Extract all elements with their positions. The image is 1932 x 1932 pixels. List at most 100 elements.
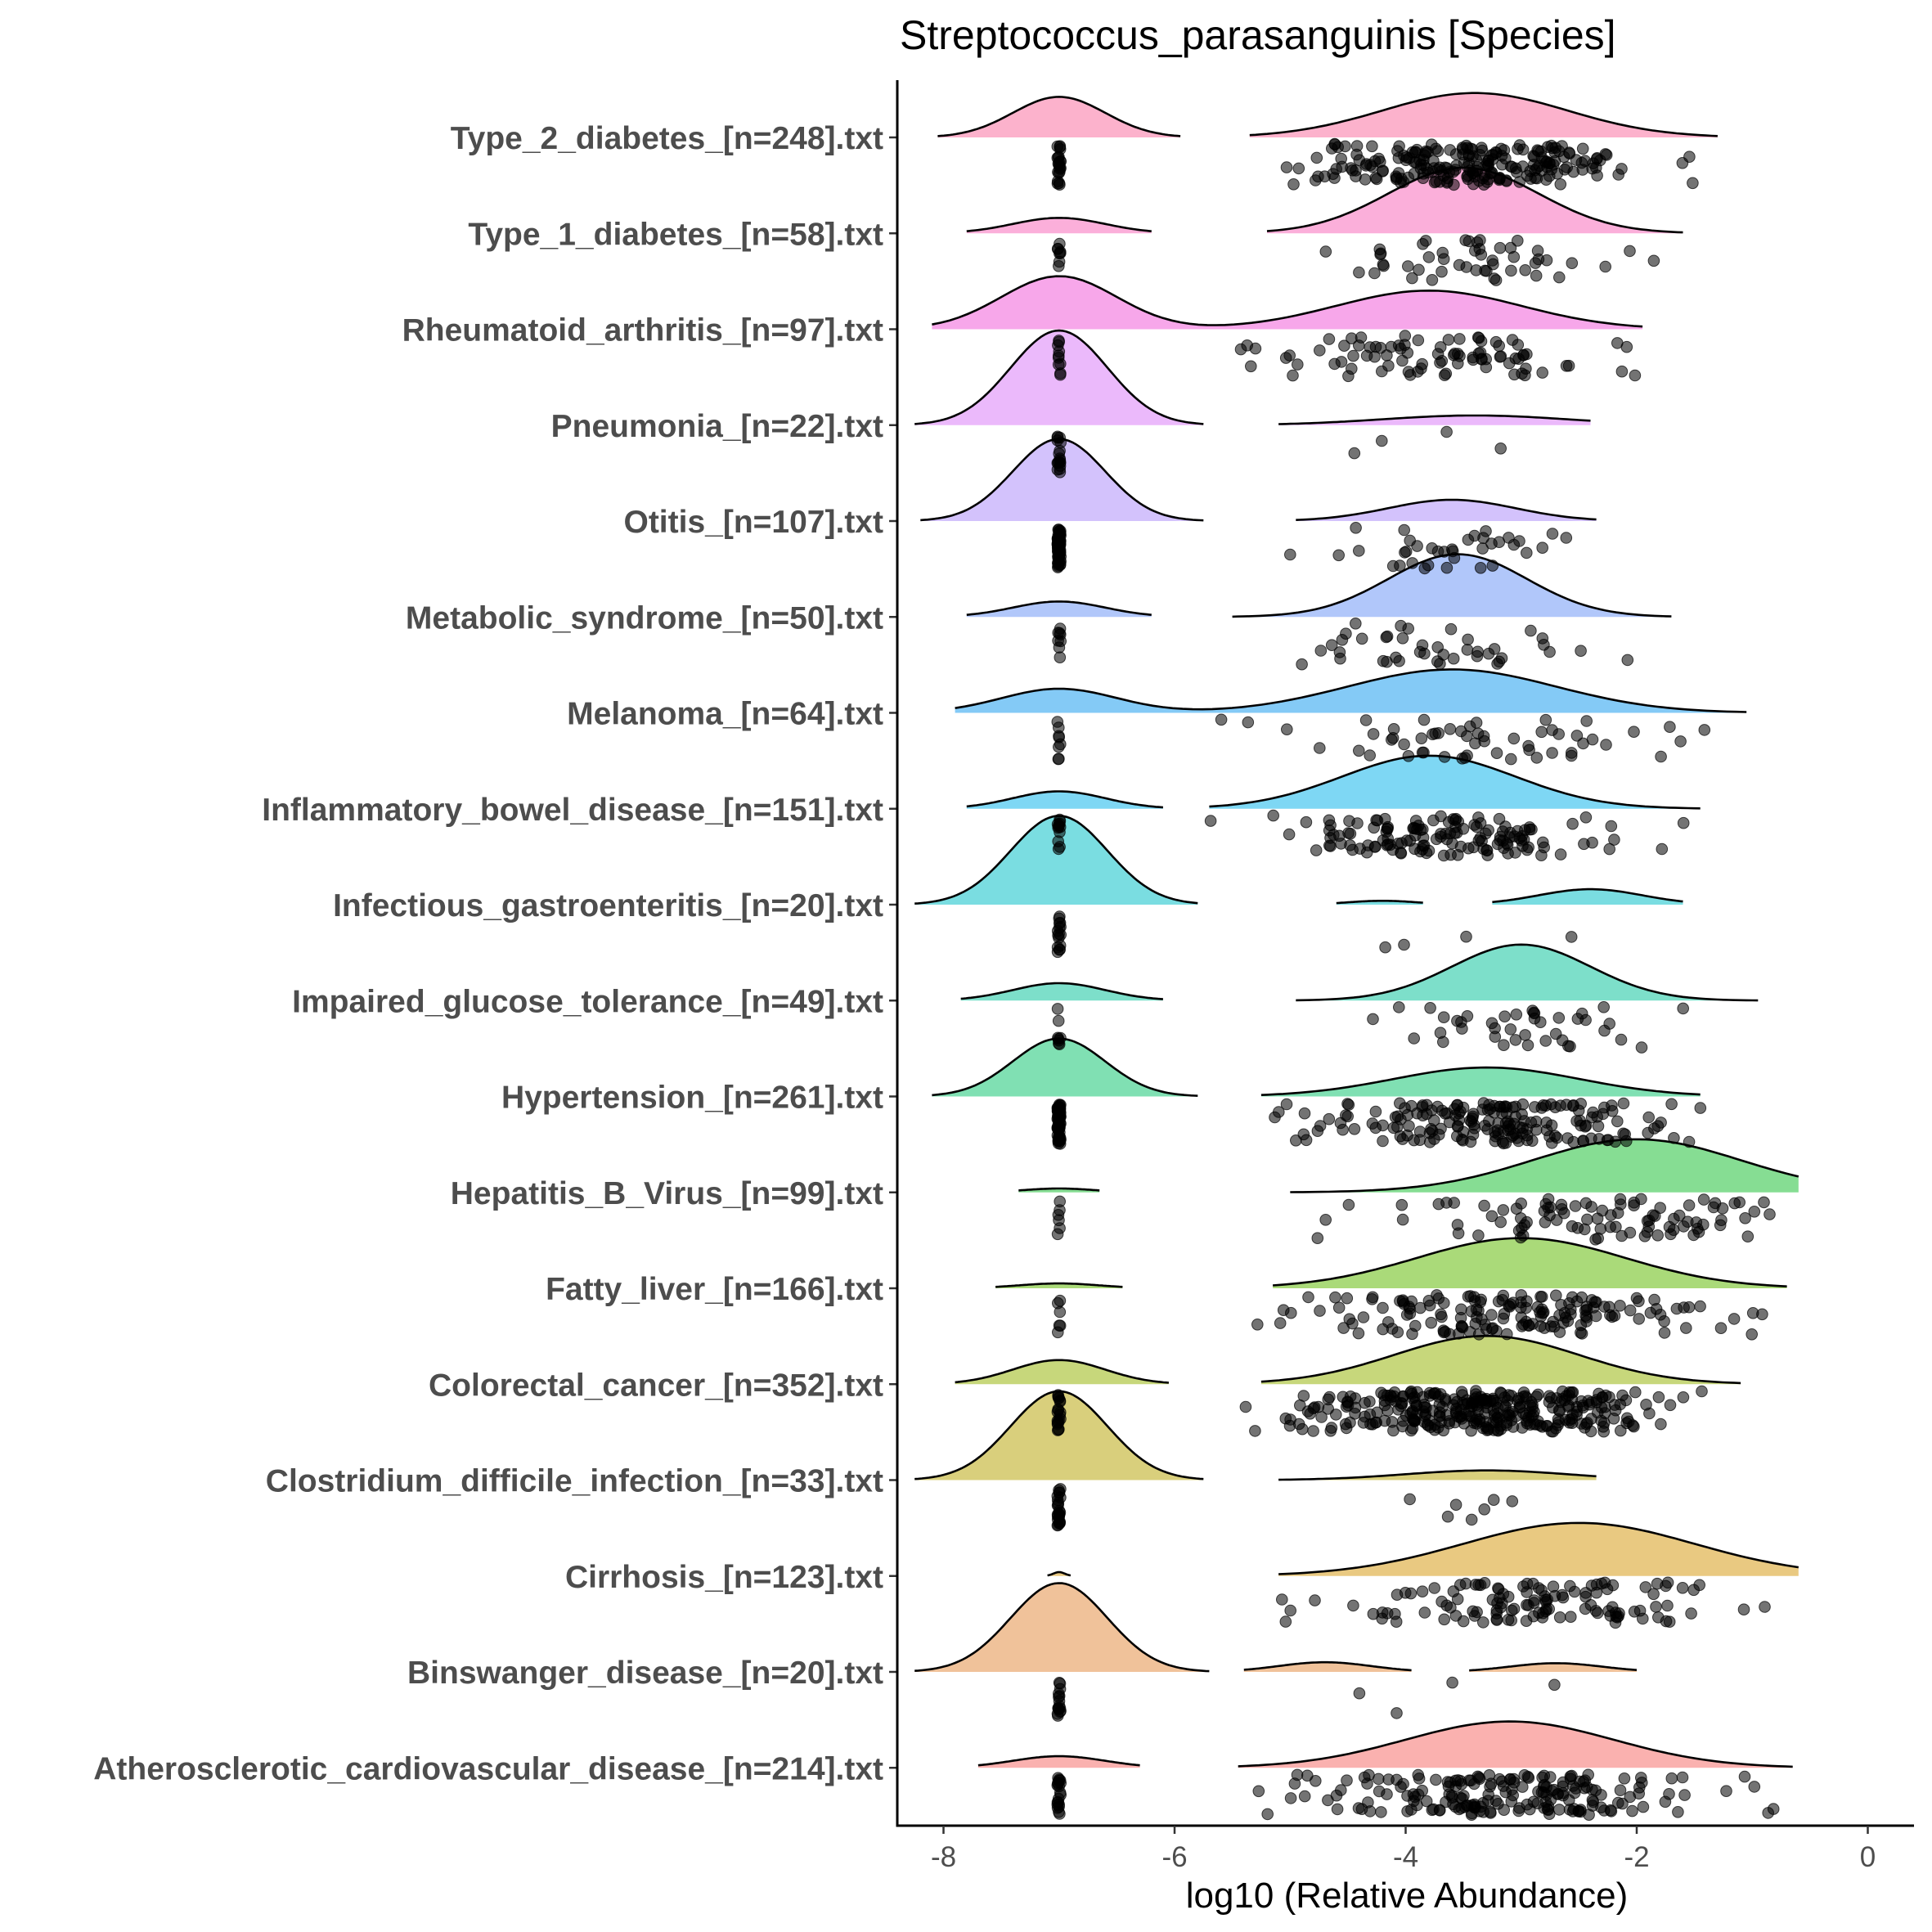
data-point xyxy=(1477,1616,1489,1629)
data-point xyxy=(1536,366,1548,379)
data-point xyxy=(1498,1804,1510,1816)
y-tick-label: Otitis_[n=107].txt xyxy=(623,505,883,540)
data-point xyxy=(1478,1199,1490,1212)
data-point xyxy=(1431,655,1444,667)
data-point xyxy=(1310,1775,1322,1787)
data-point xyxy=(1387,1424,1400,1437)
data-point xyxy=(1386,1323,1399,1335)
data-point xyxy=(1280,1098,1293,1111)
data-point xyxy=(1612,168,1624,181)
data-point xyxy=(1606,1105,1619,1117)
data-point xyxy=(1324,819,1337,832)
data-point xyxy=(1543,1395,1556,1409)
data-point-zero xyxy=(1054,140,1067,152)
data-point xyxy=(1366,1117,1379,1130)
data-point xyxy=(1490,747,1503,760)
data-point xyxy=(1501,1328,1513,1341)
data-point-zero xyxy=(1053,1486,1066,1499)
data-point xyxy=(1453,258,1466,272)
data-point xyxy=(1521,1039,1534,1052)
data-point xyxy=(1350,618,1362,630)
density-area xyxy=(1296,500,1597,521)
data-point-zero xyxy=(1054,1394,1067,1407)
data-point xyxy=(1677,1002,1689,1015)
data-point xyxy=(1391,1121,1404,1133)
data-point xyxy=(1498,1100,1512,1112)
data-point xyxy=(1547,1580,1560,1593)
data-point xyxy=(1550,1214,1563,1226)
data-point-zero xyxy=(1052,1014,1065,1027)
data-point xyxy=(1565,1611,1577,1623)
data-point-zero xyxy=(1051,1228,1064,1241)
data-point xyxy=(1748,1206,1761,1218)
data-point xyxy=(1608,1399,1621,1411)
data-point xyxy=(1575,1327,1587,1339)
data-point-zero xyxy=(1054,826,1066,838)
data-point xyxy=(1480,525,1492,537)
data-point xyxy=(1457,143,1469,155)
data-point xyxy=(1396,354,1409,367)
data-point xyxy=(1314,742,1326,754)
data-point xyxy=(1504,1023,1517,1036)
data-point xyxy=(1509,1111,1522,1123)
data-point xyxy=(1298,1790,1311,1803)
data-point xyxy=(1655,1418,1667,1431)
data-point xyxy=(1507,732,1521,745)
data-point xyxy=(1435,810,1447,823)
data-point xyxy=(1444,723,1457,735)
data-point xyxy=(1411,143,1423,156)
density-area xyxy=(937,97,1181,137)
data-point-zero xyxy=(1051,716,1064,728)
data-point xyxy=(1714,1322,1728,1334)
data-point xyxy=(1373,243,1386,256)
data-point xyxy=(1404,1587,1418,1600)
data-point xyxy=(1709,1197,1722,1210)
data-point xyxy=(1325,639,1338,652)
x-tick-labels: -8 -6 -4 -2 0 xyxy=(931,1826,1876,1873)
data-point xyxy=(1347,1599,1359,1612)
data-point xyxy=(1670,1302,1683,1315)
data-point xyxy=(1468,1800,1481,1813)
data-point xyxy=(1296,1422,1309,1436)
data-point xyxy=(1494,443,1507,455)
data-point xyxy=(1364,749,1376,762)
density-curve xyxy=(995,1282,1123,1288)
density-area xyxy=(960,983,1163,1001)
data-point xyxy=(1470,1391,1483,1404)
density-curve xyxy=(1492,887,1683,904)
data-point xyxy=(1451,1121,1464,1133)
data-point xyxy=(1281,723,1293,736)
data-point xyxy=(1422,559,1435,572)
density-curve xyxy=(955,668,1747,713)
y-tick-label: Impaired_glucose_tolerance_[n=49].txt xyxy=(292,984,883,1019)
data-point-zero xyxy=(1052,559,1065,573)
data-point xyxy=(1413,1134,1427,1146)
data-point xyxy=(1589,1605,1602,1617)
data-point xyxy=(1398,738,1410,751)
density-curve xyxy=(1209,754,1701,810)
data-point xyxy=(1537,836,1549,849)
data-point xyxy=(1409,842,1421,856)
data-point xyxy=(1452,348,1464,360)
y-tick-label: Cirrhosis_[n=123].txt xyxy=(565,1560,883,1595)
y-tick-label: Colorectal_cancer_[n=352].txt xyxy=(429,1368,883,1403)
data-point xyxy=(1586,836,1598,849)
data-point xyxy=(1404,1424,1418,1437)
data-point xyxy=(1650,1303,1663,1315)
data-point xyxy=(1473,1413,1486,1426)
data-point xyxy=(1252,1785,1265,1798)
data-point xyxy=(1430,175,1442,188)
x-tick-label: -8 xyxy=(931,1841,956,1873)
data-point xyxy=(1576,142,1589,155)
data-point xyxy=(1467,351,1479,364)
data-point xyxy=(1461,730,1473,743)
data-point xyxy=(1400,154,1413,166)
data-point xyxy=(1603,842,1615,856)
data-point xyxy=(1561,1132,1574,1144)
data-point xyxy=(1676,157,1689,169)
data-point xyxy=(1513,832,1526,844)
data-point xyxy=(1472,1229,1485,1242)
data-point xyxy=(1276,1593,1288,1606)
data-point-zero xyxy=(1053,1319,1066,1332)
data-point xyxy=(1497,1137,1510,1150)
